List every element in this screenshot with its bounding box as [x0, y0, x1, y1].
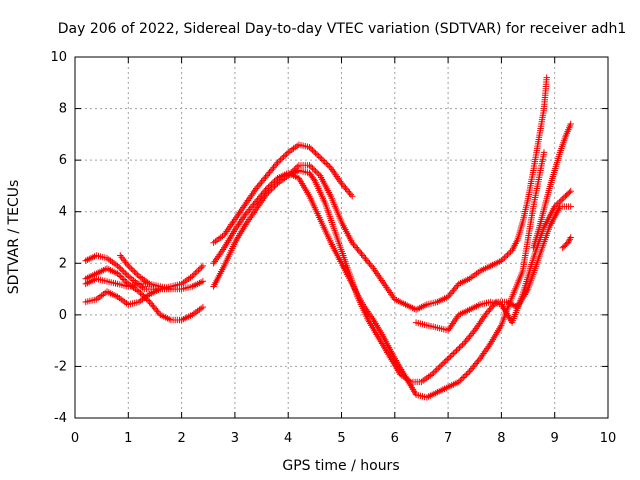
series-markers: [412, 187, 574, 334]
series-track-9: [285, 74, 550, 313]
y-tick-label: 2: [59, 256, 67, 271]
series-track-8: [210, 149, 548, 401]
y-axis-label: SDTVAR / TECUs: [6, 180, 22, 295]
series-markers: [117, 252, 153, 288]
x-axis-label: GPS time / hours: [282, 458, 399, 474]
series-track-5: [117, 252, 153, 288]
series-track-12: [559, 234, 574, 251]
series-markers: [82, 265, 207, 324]
chart-title: Day 206 of 2022, Sidereal Day-to-day VTE…: [58, 21, 626, 37]
axis-ticks: 0 1 2 3 4 5 6 7 8 9 10 -4 -2 0 2 4 6 8 10: [50, 50, 616, 446]
x-tick-label: 3: [231, 431, 239, 446]
x-tick-label: 9: [551, 431, 559, 446]
series-markers: [210, 149, 548, 401]
series-markers: [285, 74, 550, 313]
series-track-7: [210, 141, 356, 246]
y-tick-label: 10: [50, 50, 67, 65]
x-tick-label: 1: [124, 431, 132, 446]
y-tick-label: 8: [59, 102, 67, 117]
x-tick-label: 7: [444, 431, 452, 446]
x-tick-label: 4: [284, 431, 292, 446]
series-markers: [210, 141, 356, 246]
series-markers: [82, 278, 207, 308]
series-track-11: [530, 120, 574, 251]
series-track-4: [82, 278, 207, 308]
y-tick-label: -4: [54, 411, 67, 426]
y-tick-label: 0: [59, 308, 67, 323]
series-markers: [559, 234, 574, 251]
series-markers: [530, 120, 574, 251]
y-tick-label: 4: [59, 205, 67, 220]
x-tick-label: 8: [497, 431, 505, 446]
y-tick-label: 6: [59, 153, 67, 168]
x-tick-label: 5: [337, 431, 345, 446]
x-tick-label: 0: [71, 431, 79, 446]
data-points: [82, 74, 574, 401]
x-tick-label: 10: [600, 431, 617, 446]
x-tick-label: 6: [391, 431, 399, 446]
series-track-10: [412, 187, 574, 334]
x-tick-label: 2: [177, 431, 185, 446]
y-tick-label: -2: [54, 359, 67, 374]
series-track-2: [82, 265, 207, 324]
